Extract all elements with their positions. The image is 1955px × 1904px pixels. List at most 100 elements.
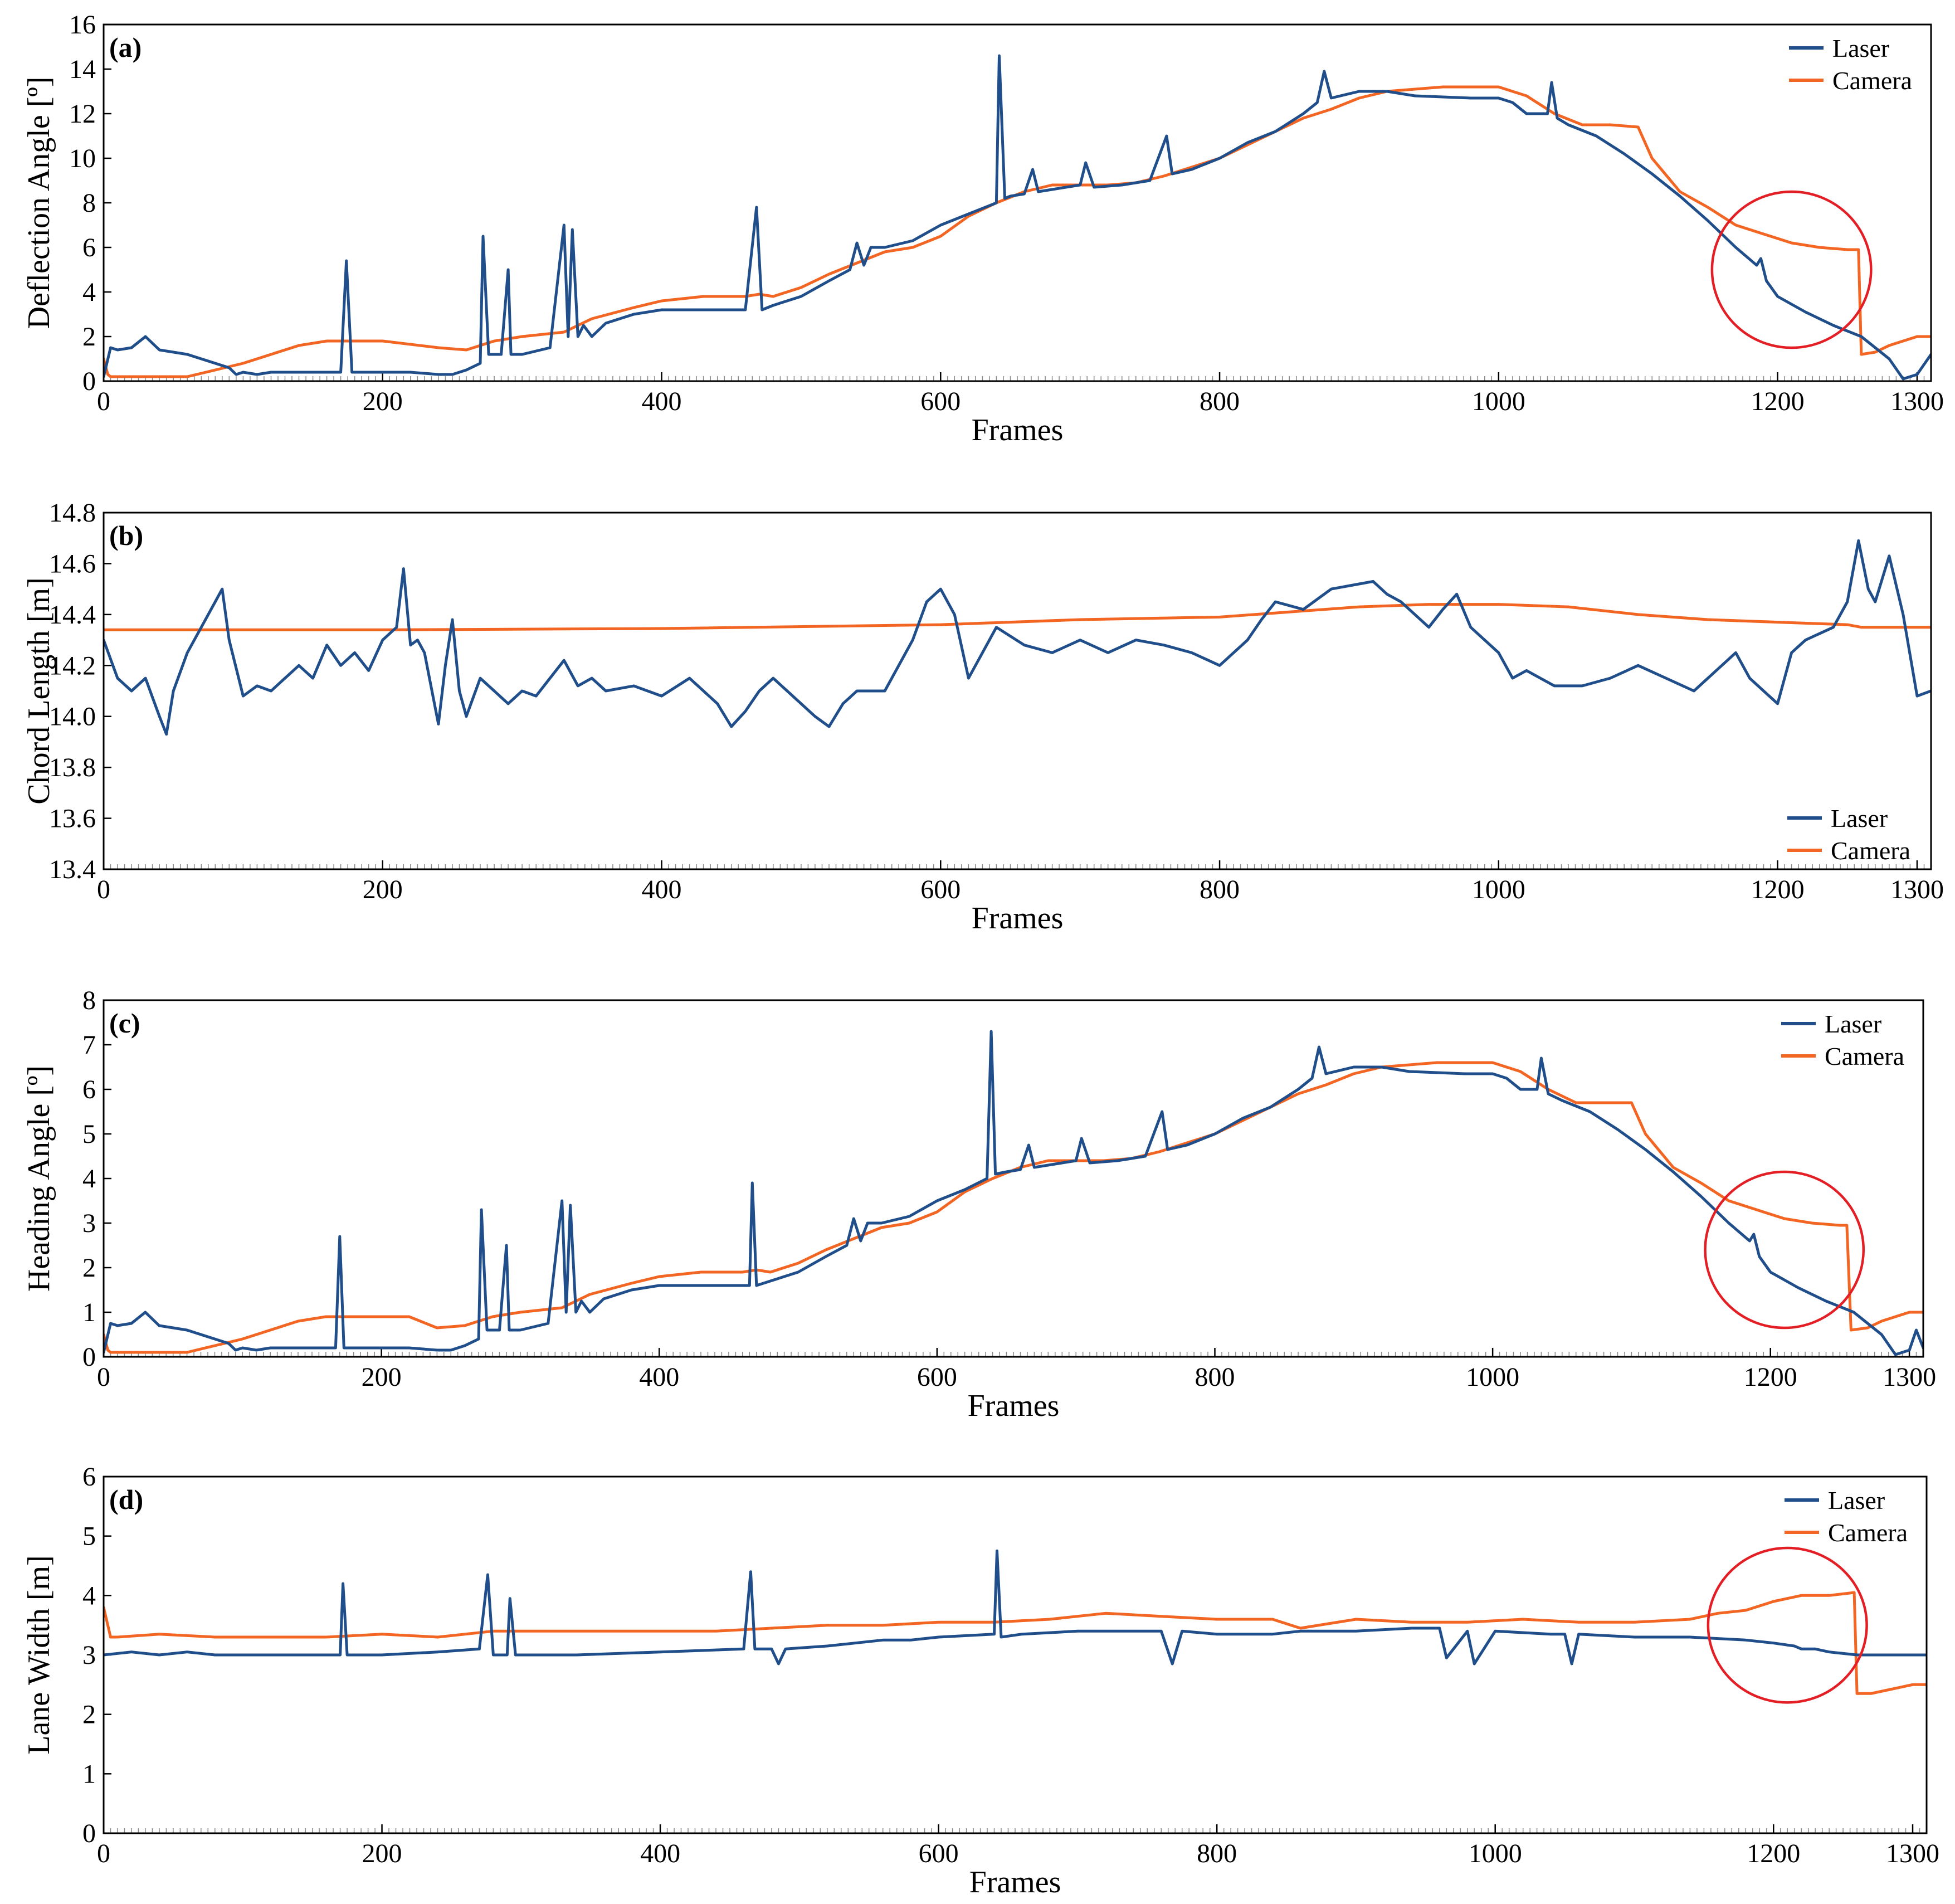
y-tick-label: 14.2 [49, 651, 96, 680]
plot-frame [103, 1476, 1928, 1834]
x-tick-label: 200 [363, 387, 403, 416]
panel-c: 0 200 400 600 800 1000 1200 1300 0 1 2 3 4 5 6 7 8 (c) Fra… [22, 986, 1936, 1423]
legend-label-laser: Laser [1825, 1010, 1881, 1038]
y-tick-label: 6 [82, 233, 96, 262]
y-axis-label: Heading Angle [º] [22, 1065, 56, 1292]
y-tick-label: 4 [82, 277, 96, 307]
x-tick-label: 600 [917, 1362, 957, 1392]
x-axis-label: Frames [968, 1389, 1060, 1423]
x-tick-label: 400 [639, 1362, 679, 1392]
legend-label-laser: Laser [1831, 804, 1888, 832]
x-tick-label: 1200 [1744, 1362, 1797, 1392]
series-line-camera [104, 603, 1931, 631]
legend-label-camera: Camera [1832, 66, 1912, 95]
panel-d: 0 200 400 600 800 1000 1200 1300 0 1 2 3 4 5 6 (d) Frame… [22, 1462, 1939, 1900]
x-tick-label: 400 [642, 875, 682, 904]
plot-frame [103, 999, 1924, 1358]
series-line-camera [104, 85, 1931, 378]
x-tick-label: 0 [97, 387, 110, 416]
legend: Laser Camera [1787, 804, 1910, 865]
y-tick-label: 13.4 [49, 855, 96, 884]
y-tick-label: 7 [82, 1030, 96, 1060]
x-tick-label: 1000 [1466, 1362, 1519, 1392]
x-tick-label: 0 [97, 1839, 110, 1868]
y-tick-label: 16 [69, 10, 96, 40]
y-tick-label: 0 [82, 1342, 96, 1372]
y-tick-label: 1 [82, 1759, 96, 1789]
y-tick-label: 8 [82, 986, 96, 1015]
highlight-circle [1707, 1546, 1868, 1704]
plot-frame [103, 512, 1932, 870]
panel-label: (a) [109, 32, 142, 63]
plot-frame [103, 23, 1932, 382]
y-tick-label: 10 [69, 144, 96, 173]
y-tick-label: 14.6 [49, 549, 96, 578]
legend: Laser Camera [1781, 1010, 1904, 1070]
y-tick-label: 5 [82, 1119, 96, 1149]
x-tick-label: 200 [362, 1362, 402, 1392]
series-line-laser [104, 1030, 1923, 1356]
x-axis-label: Frames [972, 413, 1064, 447]
x-tick-label: 0 [97, 1362, 110, 1392]
x-tick-label: 1200 [1751, 387, 1805, 416]
panel-label: (b) [109, 520, 143, 551]
x-tick-label: 200 [363, 875, 403, 904]
x-tick-label: 800 [1197, 1839, 1237, 1868]
y-tick-label: 14 [69, 55, 96, 84]
legend-label-camera: Camera [1825, 1042, 1904, 1070]
panel-label: (d) [109, 1484, 143, 1515]
legend-label-laser: Laser [1828, 1486, 1885, 1515]
x-tick-label: 1000 [1472, 875, 1525, 904]
x-tick-label: 800 [1200, 387, 1240, 416]
y-axis-label: Deflection Angle [º] [22, 77, 56, 329]
x-tick-label: 600 [919, 1839, 959, 1868]
series-line-laser [104, 539, 1931, 736]
x-tick-label: 1300 [1890, 387, 1944, 416]
y-tick-label: 8 [82, 188, 96, 218]
x-tick-label: 400 [640, 1839, 680, 1868]
x-tick-label: 600 [920, 875, 961, 904]
x-tick-label: 1000 [1469, 1839, 1522, 1868]
panel-b: 0 200 400 600 800 1000 1200 1300 13.4 13.6 13.8 14.… [22, 498, 1944, 936]
x-tick-label: 1300 [1883, 1362, 1936, 1392]
x-tick-label: 1200 [1751, 875, 1805, 904]
y-tick-label: 14.8 [49, 498, 96, 528]
y-tick-label: 14.4 [49, 600, 96, 630]
x-tick-label: 400 [642, 387, 682, 416]
y-axis-label: Lane Width [m] [22, 1555, 56, 1755]
panel-a: 0 200 400 600 800 1000 1200 1300 0 2 4 6 8 10 12 14 16 (a… [22, 10, 1944, 447]
legend-label-camera: Camera [1831, 836, 1910, 865]
y-tick-label: 5 [82, 1522, 96, 1551]
legend-label-camera: Camera [1828, 1518, 1908, 1547]
y-axis-label: Chord Length [m] [22, 577, 56, 804]
legend: Laser Camera [1785, 1486, 1908, 1547]
series-line-laser [104, 54, 1931, 381]
legend-label-laser: Laser [1832, 34, 1889, 62]
x-tick-label: 1300 [1886, 1839, 1939, 1868]
x-tick-label: 1000 [1472, 387, 1525, 416]
legend: Laser Camera [1789, 34, 1912, 95]
y-tick-label: 4 [82, 1581, 96, 1610]
y-tick-label: 4 [82, 1164, 96, 1194]
x-tick-label: 1300 [1890, 875, 1944, 904]
x-tick-label: 600 [920, 387, 961, 416]
y-tick-label: 0 [82, 367, 96, 396]
y-tick-label: 13.8 [49, 753, 96, 782]
y-tick-label: 1 [82, 1298, 96, 1327]
x-tick-label: 800 [1195, 1362, 1235, 1392]
x-tick-label: 0 [97, 875, 110, 904]
x-axis-label: Frames [969, 1865, 1061, 1900]
panel-label: (c) [109, 1007, 140, 1039]
x-axis-label: Frames [972, 901, 1064, 936]
y-tick-label: 2 [82, 1253, 96, 1283]
x-tick-label: 1200 [1747, 1839, 1800, 1868]
series-line-laser [104, 1549, 1927, 1666]
highlight-circle [1710, 190, 1873, 349]
y-tick-label: 12 [69, 99, 96, 129]
y-tick-label: 13.6 [49, 804, 96, 834]
y-tick-label: 2 [82, 322, 96, 352]
y-tick-label: 2 [82, 1700, 96, 1730]
x-tick-label: 200 [362, 1839, 402, 1868]
series-line-camera [104, 1061, 1923, 1354]
